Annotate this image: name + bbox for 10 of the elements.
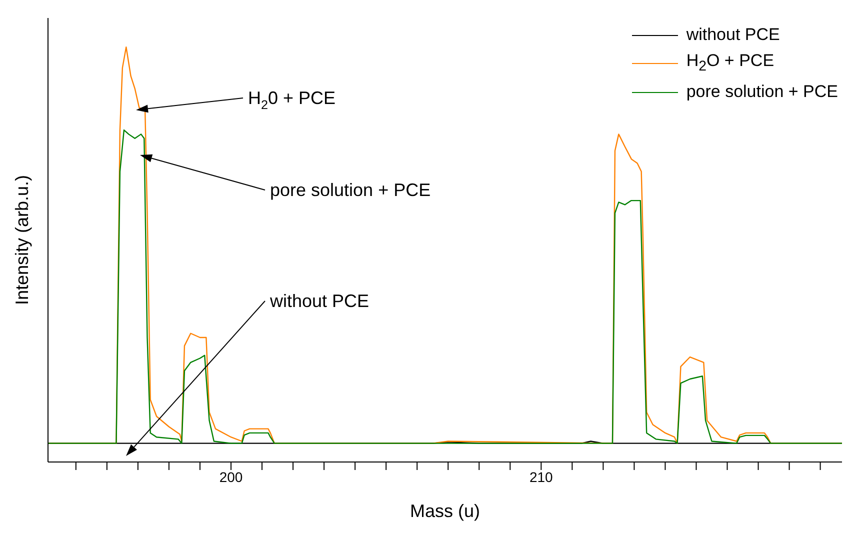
annotation: pore solution + PCE xyxy=(270,180,431,200)
x-axis-title: Mass (u) xyxy=(410,501,480,521)
legend-label: without PCE xyxy=(686,24,780,46)
legend-label: pore solution + PCE xyxy=(686,81,838,104)
annotation: H$_{2}$0 + PCE xyxy=(248,88,336,112)
x-tick-label: 200 xyxy=(219,468,243,485)
annotation: without PCE xyxy=(269,291,370,311)
y-axis-title: Intensity (arb.u.) xyxy=(12,174,32,306)
x-tick-label: 210 xyxy=(529,468,554,485)
legend-label: H$_{2}$O + PCE xyxy=(686,50,774,76)
